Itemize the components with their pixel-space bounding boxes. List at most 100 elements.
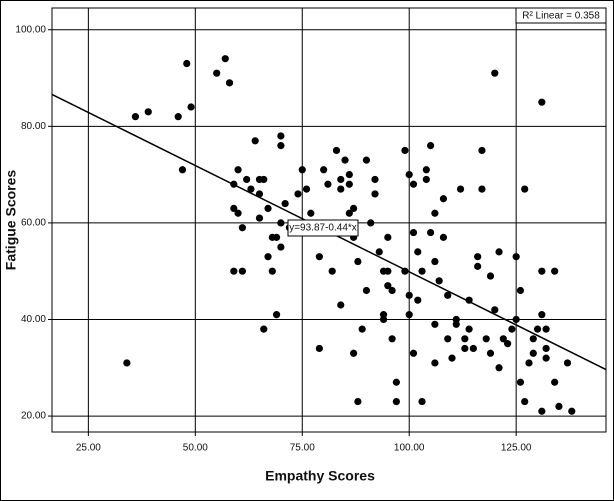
point [435, 277, 443, 285]
point [392, 378, 400, 386]
point [178, 166, 187, 174]
point [555, 402, 563, 411]
point [405, 291, 413, 299]
point [512, 315, 520, 324]
point [551, 267, 559, 275]
point [482, 335, 490, 343]
point [337, 175, 345, 184]
point [388, 286, 396, 295]
point [238, 267, 246, 275]
point [422, 166, 430, 174]
point [277, 219, 285, 227]
point [230, 267, 238, 275]
point [439, 233, 448, 241]
x-tick-label: 75.00 [290, 443, 315, 454]
point [260, 325, 268, 333]
point [551, 378, 559, 386]
point [427, 228, 435, 237]
point [538, 311, 546, 319]
point [418, 397, 426, 406]
point [362, 286, 371, 295]
point [251, 137, 259, 145]
point [452, 315, 460, 324]
point [362, 156, 371, 164]
point [332, 146, 341, 155]
point [486, 272, 495, 280]
point [264, 253, 272, 261]
point [341, 156, 349, 164]
point [444, 291, 452, 299]
r2-box [515, 7, 607, 24]
point [264, 204, 272, 213]
point [234, 166, 242, 174]
point [533, 325, 542, 333]
point [431, 209, 439, 217]
point [354, 397, 362, 406]
y-axis-title: Fatigue Scores [3, 170, 19, 271]
point [414, 248, 422, 256]
point [384, 233, 392, 241]
point [461, 335, 469, 343]
point [469, 344, 477, 353]
point [131, 113, 140, 121]
point [345, 180, 353, 188]
point [499, 335, 507, 343]
y-tick-label: 100.00 [15, 24, 46, 35]
y-tick-label: 80.00 [21, 121, 46, 132]
point [525, 359, 533, 367]
point [328, 267, 336, 275]
point [495, 364, 503, 372]
point [504, 340, 512, 348]
point [431, 320, 439, 328]
point [392, 397, 400, 406]
point [465, 325, 473, 333]
point [401, 146, 409, 155]
y-tick-label: 60.00 [21, 218, 46, 229]
point [521, 185, 529, 193]
point [320, 166, 328, 174]
point [345, 209, 353, 217]
point [512, 253, 520, 261]
point [183, 59, 191, 68]
point [247, 185, 255, 193]
point [516, 286, 525, 295]
point [345, 171, 353, 179]
point [174, 113, 182, 121]
point [409, 349, 418, 357]
point [461, 344, 469, 353]
point [243, 175, 251, 184]
equation-label: y=93.87-0.44*x [289, 223, 357, 234]
point [388, 335, 396, 343]
point [337, 185, 345, 193]
point [367, 219, 375, 227]
point [405, 311, 413, 319]
point [409, 180, 418, 188]
point [358, 325, 366, 333]
point [315, 344, 323, 353]
point [272, 311, 281, 319]
point [324, 180, 332, 188]
point [379, 315, 388, 324]
point [478, 146, 486, 155]
point [272, 233, 281, 241]
r2-label: R² Linear = 0.358 [522, 11, 600, 22]
equation-box [287, 219, 359, 237]
point [568, 407, 576, 415]
point [221, 55, 229, 63]
y-tick-label: 40.00 [21, 314, 46, 325]
y-tick-label: 20.00 [21, 411, 46, 422]
point [307, 209, 315, 217]
point [414, 296, 422, 304]
point [349, 349, 358, 357]
point [225, 79, 234, 87]
x-tick-label: 50.00 [183, 443, 208, 454]
point [563, 359, 572, 367]
point [431, 257, 439, 266]
point [371, 175, 379, 184]
point [478, 185, 486, 193]
point [542, 354, 550, 362]
point [277, 243, 285, 251]
x-tick-label: 125.00 [501, 443, 532, 454]
